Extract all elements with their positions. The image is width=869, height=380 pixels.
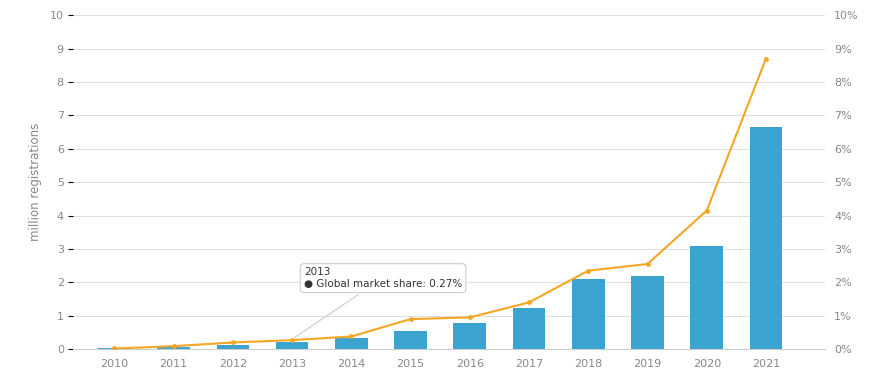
Y-axis label: million registrations: million registrations: [29, 123, 42, 241]
Bar: [690, 245, 722, 349]
Bar: [275, 342, 308, 349]
Bar: [98, 348, 130, 349]
Bar: [216, 345, 249, 349]
Bar: [453, 323, 486, 349]
Bar: [571, 279, 604, 349]
Text: 2013
● Global market share: 0.27%: 2013 ● Global market share: 0.27%: [294, 267, 461, 337]
Bar: [749, 127, 781, 349]
Bar: [512, 308, 545, 349]
Bar: [631, 276, 663, 349]
Bar: [157, 347, 189, 349]
Bar: [335, 339, 368, 349]
Bar: [394, 331, 427, 349]
